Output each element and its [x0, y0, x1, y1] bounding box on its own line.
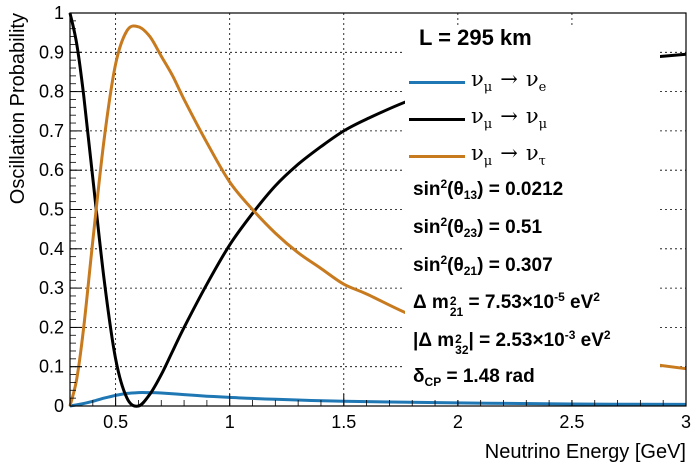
param-dcp: δCP = 1.48 rad: [413, 366, 535, 389]
y-tick-label: 0: [54, 396, 64, 416]
legend-line-numu: [409, 118, 465, 121]
x-tick-label: 2.5: [559, 412, 584, 432]
x-tick-label: 2: [453, 412, 463, 432]
y-tick-label: 0.7: [39, 121, 64, 141]
param-theta23: sin2(θ23) = 0.51: [413, 215, 543, 240]
y-tick-label: 0.2: [39, 317, 64, 337]
param-dm21: Δ m2 21 = 7.53×10-5 eV2: [413, 290, 600, 319]
x-tick-label: 1: [225, 412, 235, 432]
y-tick-label: 0.6: [39, 160, 64, 180]
param-theta13: sin2(θ13) = 0.0212: [413, 177, 564, 202]
param-dm32: |Δ m2 32| = 2.53×10-3 eV2: [413, 328, 611, 357]
x-axis-title: Neutrino Energy [GeV]: [485, 441, 686, 463]
y-axis-title: Oscillation Probability: [7, 13, 29, 204]
y-tick-label: 0.5: [39, 200, 64, 220]
x-tick-label: 1.5: [331, 412, 356, 432]
legend-line-nue: [409, 81, 465, 84]
legend-label-numu: νμ → νμ: [471, 104, 548, 132]
legend-entry-numu-nue: νμ → νe: [405, 65, 655, 99]
y-tick-label: 0.9: [39, 42, 64, 62]
param-theta21: sin2(θ21) = 0.307: [413, 253, 553, 278]
y-tick-label: 1: [54, 3, 64, 23]
legend: L = 295 km νμ → νe νμ → νμ νμ → ντ sin2(θ13) =…: [405, 25, 660, 400]
y-tick-label: 0.4: [39, 239, 64, 259]
legend-entry-numu-nutau: νμ → ντ: [405, 139, 655, 173]
y-tick-label: 0.3: [39, 278, 64, 298]
y-tick-label: 0.8: [39, 82, 64, 102]
legend-line-nutau: [409, 155, 465, 158]
legend-entry-numu-numu: νμ → νμ: [405, 102, 655, 136]
legend-label-nue: νμ → νe: [471, 67, 547, 95]
x-tick-label: 3: [681, 412, 691, 432]
legend-label-nutau: νμ → ντ: [471, 141, 546, 169]
axis-ticks: 0 0.1 0.2 0.3 0.4 0.5 0.6 0.7 0.8 0.9 1 0.5 1 1.5 2 2.5…: [39, 3, 691, 432]
y-tick-label: 0.1: [39, 357, 64, 377]
legend-title: L = 295 km: [419, 25, 532, 50]
x-tick-label: 0.5: [103, 412, 128, 432]
curve-numu-to-nue: [69, 391, 687, 408]
